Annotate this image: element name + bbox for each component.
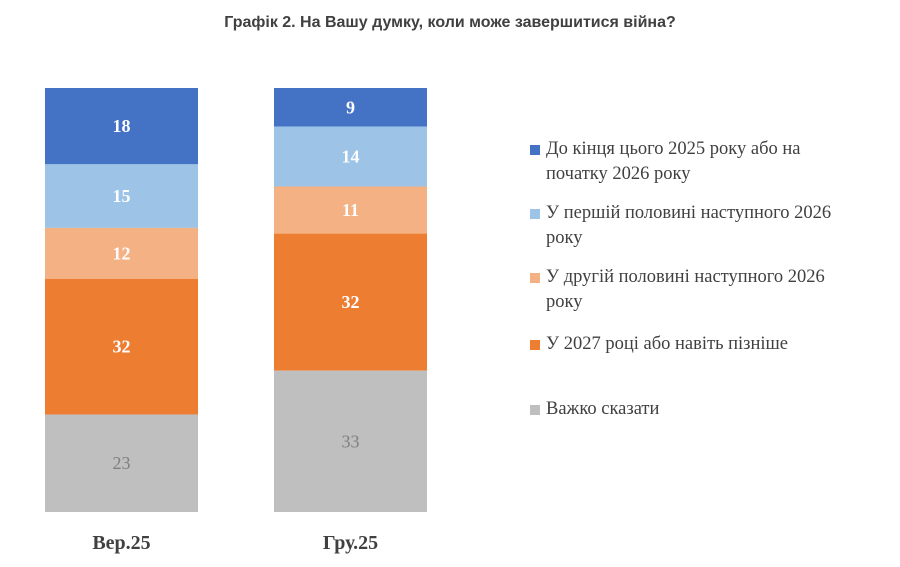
bar-segment	[274, 186, 427, 234]
data-label: 12	[113, 243, 131, 263]
data-label: 15	[113, 186, 131, 206]
bar-segment	[45, 164, 198, 228]
bar-segment	[45, 227, 198, 279]
data-label: 14	[342, 147, 360, 167]
legend-swatch	[530, 405, 540, 415]
chart-title: Графік 2. На Вашу думку, коли може завер…	[224, 14, 676, 31]
bar-segment	[45, 278, 198, 415]
data-label: 33	[342, 431, 360, 451]
legend-label: У 2027 році або навіть пізніше	[546, 334, 788, 354]
x-tick-label: Вер.25	[92, 532, 150, 554]
bar-segment	[274, 88, 427, 127]
bar-segment	[274, 370, 427, 512]
legend-swatch	[530, 145, 540, 155]
data-label: 23	[113, 453, 131, 473]
data-label: 11	[342, 200, 359, 220]
legend-swatch	[530, 273, 540, 283]
data-label: 32	[113, 337, 131, 357]
data-label: 18	[113, 116, 131, 136]
bar-segment	[274, 233, 427, 371]
legend-label: У другій половині наступного 2026 року	[546, 267, 825, 312]
x-tick-label: Гру.25	[323, 532, 378, 554]
data-label: 32	[342, 292, 360, 312]
legend-item: У першій половині наступного 2026 року	[530, 201, 846, 251]
legend-item: До кінця цього 2025 року або на початку …	[530, 137, 846, 187]
legend-item: У другій половині наступного 2026 року	[530, 265, 846, 315]
legend-swatch	[530, 209, 540, 219]
legend-label: Важко сказати	[546, 399, 660, 419]
bar-segment	[45, 88, 198, 165]
legend-label: До кінця цього 2025 року або на початку …	[546, 139, 801, 184]
legend-label: У першій половині наступного 2026 року	[546, 203, 832, 248]
data-label: 9	[346, 97, 355, 117]
bar-segment	[274, 126, 427, 187]
bar-segment	[45, 414, 198, 512]
legend-item: Важко сказати	[530, 397, 846, 422]
legend-item: У 2027 році або навіть пізніше	[530, 332, 846, 357]
legend-swatch	[530, 340, 540, 350]
